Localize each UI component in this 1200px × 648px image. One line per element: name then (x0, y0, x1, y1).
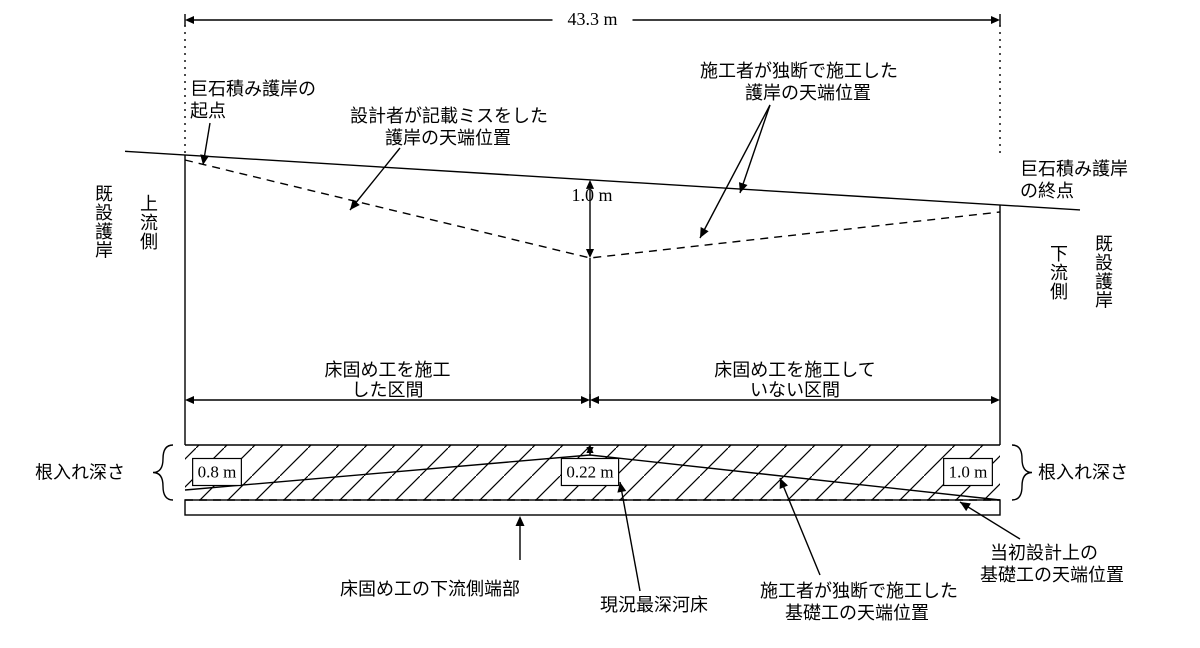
svg-text:の終点: の終点 (1020, 181, 1074, 201)
existing-revetment-right: 既設護岸 (1095, 234, 1113, 311)
contractor-foundation-label: 施工者が独断で施工した (760, 581, 958, 601)
boulder-start-label: 巨石積み護岸の (190, 79, 316, 99)
section-not-done-label: 床固め工を施工して (714, 360, 875, 380)
deepest-riverbed-label: 現況最深河床 (600, 595, 708, 615)
box-0-8m: 0.8 m (198, 463, 237, 482)
svg-text:護岸の天端位置: 護岸の天端位置 (745, 83, 871, 103)
contractor-crest-label: 施工者が独断で施工した (700, 61, 898, 81)
foundation-rect (185, 500, 1000, 515)
downstream-bed-end-label: 床固め工の下流側端部 (340, 579, 520, 599)
total-width-label: 43.3 m (567, 9, 617, 29)
svg-text:いない区間: いない区間 (750, 380, 840, 400)
boulder-end-label: 巨石積み護岸 (1020, 159, 1128, 179)
embed-depth-left: 根入れ深さ (35, 463, 125, 483)
box-1-0m: 1.0 m (949, 463, 988, 482)
svg-text:起点: 起点 (190, 101, 226, 121)
designer-crest-line (185, 160, 1000, 258)
svg-text:基礎工の天端位置: 基礎工の天端位置 (980, 565, 1124, 585)
embed-depth-right: 根入れ深さ (1038, 463, 1128, 483)
one-meter-label: 1.0 m (571, 185, 612, 205)
original-foundation-label: 当初設計上の (990, 543, 1098, 563)
section-done-label: 床固め工を施工 (325, 360, 451, 380)
designer-mistake-label: 設計者が記載ミスをした (350, 106, 548, 126)
upstream-side-label: 上流側 (140, 194, 158, 252)
svg-text:護岸の天端位置: 護岸の天端位置 (385, 128, 511, 148)
existing-revetment-left: 既設護岸 (95, 184, 113, 261)
svg-text:した区間: した区間 (352, 380, 424, 400)
svg-text:基礎工の天端位置: 基礎工の天端位置 (785, 603, 929, 623)
box-0-22m: 0.22 m (566, 463, 613, 482)
downstream-side-label: 下流側 (1050, 244, 1068, 302)
